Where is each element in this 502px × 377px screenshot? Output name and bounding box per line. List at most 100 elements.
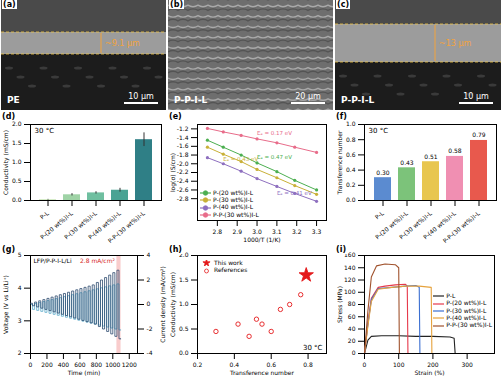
svg-text:Voltage (V vs Li/Li⁺): Voltage (V vs Li/Li⁺) xyxy=(2,275,10,334)
svg-text:PE: PE xyxy=(7,95,20,105)
svg-text:20: 20 xyxy=(348,337,356,344)
svg-text:0.51: 0.51 xyxy=(424,153,438,160)
svg-text:300: 300 xyxy=(461,361,473,368)
svg-text:-2.0: -2.0 xyxy=(177,160,189,167)
svg-text:Time (min): Time (min) xyxy=(67,369,101,376)
svg-text:0.58: 0.58 xyxy=(448,147,462,154)
svg-text:0.6: 0.6 xyxy=(266,361,276,368)
svg-text:0.0: 0.0 xyxy=(12,196,22,203)
svg-text:P-P-(30 wt%)I-L: P-P-(30 wt%)I-L xyxy=(106,209,146,244)
svg-text:-2.2: -2.2 xyxy=(177,168,189,175)
svg-text:0.5: 0.5 xyxy=(12,177,22,184)
svg-text:1000: 1000 xyxy=(105,361,120,368)
svg-text:2: 2 xyxy=(18,349,22,356)
svg-text:0.8: 0.8 xyxy=(346,136,356,143)
svg-text:4: 4 xyxy=(147,251,151,258)
svg-text:1.0: 1.0 xyxy=(12,158,22,165)
svg-text:1.5: 1.5 xyxy=(179,276,189,283)
svg-text:-1.4: -1.4 xyxy=(177,134,189,141)
svg-text:200: 200 xyxy=(41,361,53,368)
svg-text:1.0: 1.0 xyxy=(346,120,356,127)
svg-text:Eₐ = 0.47 eV: Eₐ = 0.47 eV xyxy=(257,154,292,160)
svg-text:Eₐ = 0.43 eV: Eₐ = 0.43 eV xyxy=(223,156,258,162)
svg-text:0.0: 0.0 xyxy=(346,196,356,203)
svg-text:1.0: 1.0 xyxy=(179,300,189,307)
svg-text:2.9: 2.9 xyxy=(232,228,242,235)
svg-text:60: 60 xyxy=(348,313,356,320)
svg-text:2: 2 xyxy=(147,276,151,283)
svg-text:log(σ) (S/cm): log(σ) (S/cm) xyxy=(169,153,177,192)
svg-text:-2.6: -2.6 xyxy=(177,186,189,193)
svg-text:2.8 mA/cm²: 2.8 mA/cm² xyxy=(80,257,116,264)
svg-text:Eₐ = 0.17 eV: Eₐ = 0.17 eV xyxy=(257,130,292,136)
svg-text:P-L: P-L xyxy=(38,209,50,221)
svg-text:0.30: 0.30 xyxy=(376,169,390,176)
svg-text:-2.4: -2.4 xyxy=(177,177,189,184)
svg-text:600: 600 xyxy=(74,361,86,368)
svg-text:30 °C: 30 °C xyxy=(35,127,55,135)
svg-text:10 μm: 10 μm xyxy=(128,92,154,101)
svg-text:P-P-(30 wt%)I-L: P-P-(30 wt%)I-L xyxy=(441,209,481,244)
svg-text:120: 120 xyxy=(344,276,356,283)
svg-text:0.79: 0.79 xyxy=(472,131,486,138)
svg-text:1200: 1200 xyxy=(122,361,137,368)
svg-text:2.0: 2.0 xyxy=(12,120,22,127)
svg-text:40: 40 xyxy=(348,325,356,332)
svg-text:800: 800 xyxy=(91,361,103,368)
svg-text:3.2: 3.2 xyxy=(292,228,302,235)
svg-text:0.6: 0.6 xyxy=(346,151,356,158)
svg-text:0.2: 0.2 xyxy=(193,361,203,368)
svg-text:0: 0 xyxy=(363,361,367,368)
svg-text:400: 400 xyxy=(58,361,70,368)
svg-text:2.8: 2.8 xyxy=(213,228,223,235)
svg-text:5: 5 xyxy=(18,251,22,258)
svg-text:~13 μm: ~13 μm xyxy=(439,39,472,48)
svg-text:1.5: 1.5 xyxy=(12,139,22,146)
svg-text:Conductivity (mS/cm): Conductivity (mS/cm) xyxy=(169,272,177,337)
svg-text:Transference number: Transference number xyxy=(336,130,343,195)
svg-text:0: 0 xyxy=(29,361,33,368)
svg-text:4: 4 xyxy=(18,284,22,291)
svg-text:0.8: 0.8 xyxy=(303,361,313,368)
svg-text:200: 200 xyxy=(427,361,439,368)
svg-text:1000/T (1/K): 1000/T (1/K) xyxy=(243,236,280,243)
svg-text:140: 140 xyxy=(344,264,356,271)
svg-text:Current density (mA/cm²): Current density (mA/cm²) xyxy=(159,266,167,343)
svg-text:30 °C: 30 °C xyxy=(369,127,389,135)
svg-text:0: 0 xyxy=(147,300,151,307)
svg-text:Strain (%): Strain (%) xyxy=(414,369,444,376)
svg-text:~9.1 μm: ~9.1 μm xyxy=(105,39,140,48)
svg-text:P-P-I-L: P-P-I-L xyxy=(174,95,207,105)
svg-text:0.43: 0.43 xyxy=(400,159,414,166)
svg-text:3.1: 3.1 xyxy=(272,228,282,235)
svg-text:100: 100 xyxy=(393,361,405,368)
svg-text:0: 0 xyxy=(352,349,356,356)
svg-text:20 μm: 20 μm xyxy=(295,92,321,101)
svg-text:3: 3 xyxy=(18,317,22,324)
svg-text:10 μm: 10 μm xyxy=(463,92,489,101)
svg-text:P-L: P-L xyxy=(373,209,385,221)
svg-text:80: 80 xyxy=(348,300,356,307)
svg-text:Eₐ = 0.41 eV: Eₐ = 0.41 eV xyxy=(277,190,312,196)
svg-text:0.0: 0.0 xyxy=(179,349,189,356)
svg-text:Conductivity (mS/cm): Conductivity (mS/cm) xyxy=(2,130,10,195)
svg-text:3.3: 3.3 xyxy=(312,228,322,235)
svg-text:-1.2: -1.2 xyxy=(177,125,189,132)
svg-text:0.4: 0.4 xyxy=(346,166,356,173)
svg-text:30 °C: 30 °C xyxy=(303,344,323,352)
svg-text:Stress (MPa): Stress (MPa) xyxy=(336,286,343,323)
svg-text:Transference number: Transference number xyxy=(229,369,294,376)
svg-text:3.0: 3.0 xyxy=(252,228,262,235)
svg-text:-1.8: -1.8 xyxy=(177,151,189,158)
svg-text:P-P-I-L: P-P-I-L xyxy=(341,95,374,105)
svg-text:0.5: 0.5 xyxy=(179,325,189,332)
svg-text:0.2: 0.2 xyxy=(346,181,356,188)
svg-text:-2: -2 xyxy=(147,325,153,332)
svg-text:100: 100 xyxy=(344,288,356,295)
svg-text:LFP/P-P-I-L/Li: LFP/P-P-I-L/Li xyxy=(34,257,72,264)
svg-text:P-(20 wt%)I-L: P-(20 wt%)I-L xyxy=(38,209,74,241)
svg-text:-1.6: -1.6 xyxy=(177,142,189,149)
svg-text:-2.8: -2.8 xyxy=(177,195,189,202)
svg-text:0.4: 0.4 xyxy=(230,361,240,368)
svg-text:-4: -4 xyxy=(147,349,153,356)
